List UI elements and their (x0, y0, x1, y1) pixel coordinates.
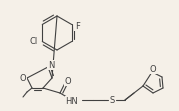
Text: O: O (20, 73, 26, 82)
Text: Cl: Cl (29, 37, 37, 46)
Text: O: O (150, 64, 156, 73)
Text: HN: HN (66, 96, 78, 105)
Text: F: F (75, 22, 80, 31)
Text: N: N (48, 60, 54, 69)
Text: S: S (109, 95, 115, 104)
Text: O: O (65, 76, 71, 85)
